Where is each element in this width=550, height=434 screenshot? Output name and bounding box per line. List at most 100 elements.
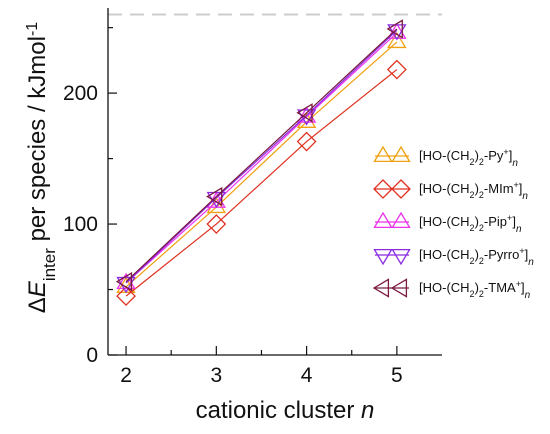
legend-text: [HO-(CH (419, 214, 470, 229)
legend-text: ) (475, 181, 479, 196)
legend-marker (391, 145, 411, 163)
x-axis-title-text: cationic cluster (196, 397, 361, 424)
legend-subscript: 2 (479, 157, 484, 167)
legend-marker (390, 278, 408, 298)
legend-superscript: + (514, 180, 519, 190)
series-line (125, 29, 398, 284)
legend-text: ) (475, 214, 479, 229)
legend-text: ] (525, 247, 529, 262)
legend-text: ] (509, 148, 513, 163)
axes: 0 100 200 2 3 4 5 (63, 8, 442, 387)
legend-subscript: 2 (470, 157, 475, 167)
y-axis-title-symbol: E (24, 280, 51, 297)
y-tick-label: 100 (63, 213, 98, 236)
legend-text: [HO-(CH (419, 148, 470, 163)
axis-titles: cationic cluster n ΔEinter per species / … (24, 22, 375, 424)
x-tick-label: 2 (120, 364, 132, 387)
y-tick-label: 200 (63, 82, 98, 105)
legend-superscript: + (503, 147, 508, 157)
legend-text: ] (521, 280, 525, 295)
series-line (125, 28, 398, 283)
legend-entry: [HO-(CH2)2-Pip+]n (373, 211, 522, 235)
legend-text: ) (475, 148, 479, 163)
y-axis-title-subscript: inter (40, 248, 59, 281)
legend-subscript-n: n (516, 224, 522, 235)
data-point (116, 272, 136, 290)
series-line (125, 69, 398, 297)
legend-marker (391, 179, 411, 199)
legend-entry: [HO-(CH2)2-Pyrro+]n (373, 246, 534, 268)
series-line (125, 41, 398, 288)
legend-text: ) (475, 280, 479, 295)
legend-marker (391, 211, 411, 229)
legend-subscript-n: n (528, 257, 534, 268)
legend-text: -Py (484, 148, 504, 163)
data-point (296, 131, 317, 152)
legend-label: [HO-(CH2)2-MIm+]n (419, 180, 528, 202)
legend-subscript: 2 (470, 289, 475, 299)
legend-subscript: 2 (479, 289, 484, 299)
data-point (296, 103, 313, 123)
legend-superscript: + (516, 279, 521, 289)
legend-entry: [HO-(CH2)2-Py+]n (373, 145, 518, 169)
y-axis-title-superscript: -1 (24, 22, 41, 36)
legend-marker (373, 211, 393, 229)
legend-subscript: 2 (470, 190, 475, 200)
y-axis-title-delta: Δ (24, 297, 51, 313)
legend: [HO-(CH2)2-Py+]n[HO-(CH2)2-MIm+]n[HO-(CH… (372, 145, 534, 301)
series-layer (115, 19, 407, 306)
y-axis-title: ΔEinter per species / kJmol-1 (24, 22, 59, 314)
legend-subscript-n: n (512, 158, 518, 169)
data-point (115, 271, 133, 292)
legend-text: -Pyrro (484, 247, 519, 262)
x-tick-label: 4 (301, 364, 313, 387)
legend-text: -TMA (484, 280, 516, 295)
legend-text: [HO-(CH (419, 181, 470, 196)
legend-subscript-n: n (525, 290, 531, 301)
legend-label: [HO-(CH2)2-Pyrro+]n (419, 246, 534, 268)
data-point (386, 59, 407, 80)
legend-superscript: + (519, 246, 524, 256)
x-tick-label: 5 (391, 364, 403, 387)
x-axis-title: cationic cluster n (196, 397, 375, 424)
legend-text: [HO-(CH (419, 247, 470, 262)
data-point (387, 31, 407, 49)
legend-text: ) (475, 247, 479, 262)
legend-marker (372, 278, 390, 298)
legend-subscript: 2 (479, 223, 484, 233)
legend-marker (391, 248, 411, 266)
legend-subscript: 2 (470, 256, 475, 266)
series-4 (115, 19, 403, 292)
y-axis-title-text: per species / kJmol (24, 36, 51, 248)
legend-entry: [HO-(CH2)2-TMA+]n (372, 278, 531, 301)
legend-subscript: 2 (470, 223, 475, 233)
data-point (116, 286, 136, 306)
legend-marker (373, 248, 393, 266)
data-point (386, 19, 403, 39)
series-line (125, 32, 398, 284)
legend-text: ] (512, 214, 516, 229)
x-tick-label: 3 (210, 364, 222, 387)
legend-subscript: 2 (479, 190, 484, 200)
legend-label: [HO-(CH2)2-Pip+]n (419, 213, 522, 235)
legend-subscript: 2 (479, 256, 484, 266)
legend-marker (373, 179, 393, 199)
y-tick-label: 0 (86, 344, 98, 367)
legend-label: [HO-(CH2)2-Py+]n (419, 147, 518, 169)
legend-label: [HO-(CH2)2-TMA+]n (419, 279, 531, 301)
data-point (206, 186, 223, 207)
legend-subscript-n: n (522, 191, 528, 202)
legend-text: -MIm (484, 181, 514, 196)
x-axis-title-symbol: n (361, 397, 374, 424)
legend-text: [HO-(CH (419, 280, 470, 295)
legend-text: -Pip (484, 214, 507, 229)
series-1 (116, 59, 407, 306)
legend-marker (373, 145, 393, 163)
legend-entry: [HO-(CH2)2-MIm+]n (373, 179, 528, 202)
legend-superscript: + (507, 213, 512, 223)
legend-text: ] (519, 181, 523, 196)
data-point (206, 214, 227, 234)
